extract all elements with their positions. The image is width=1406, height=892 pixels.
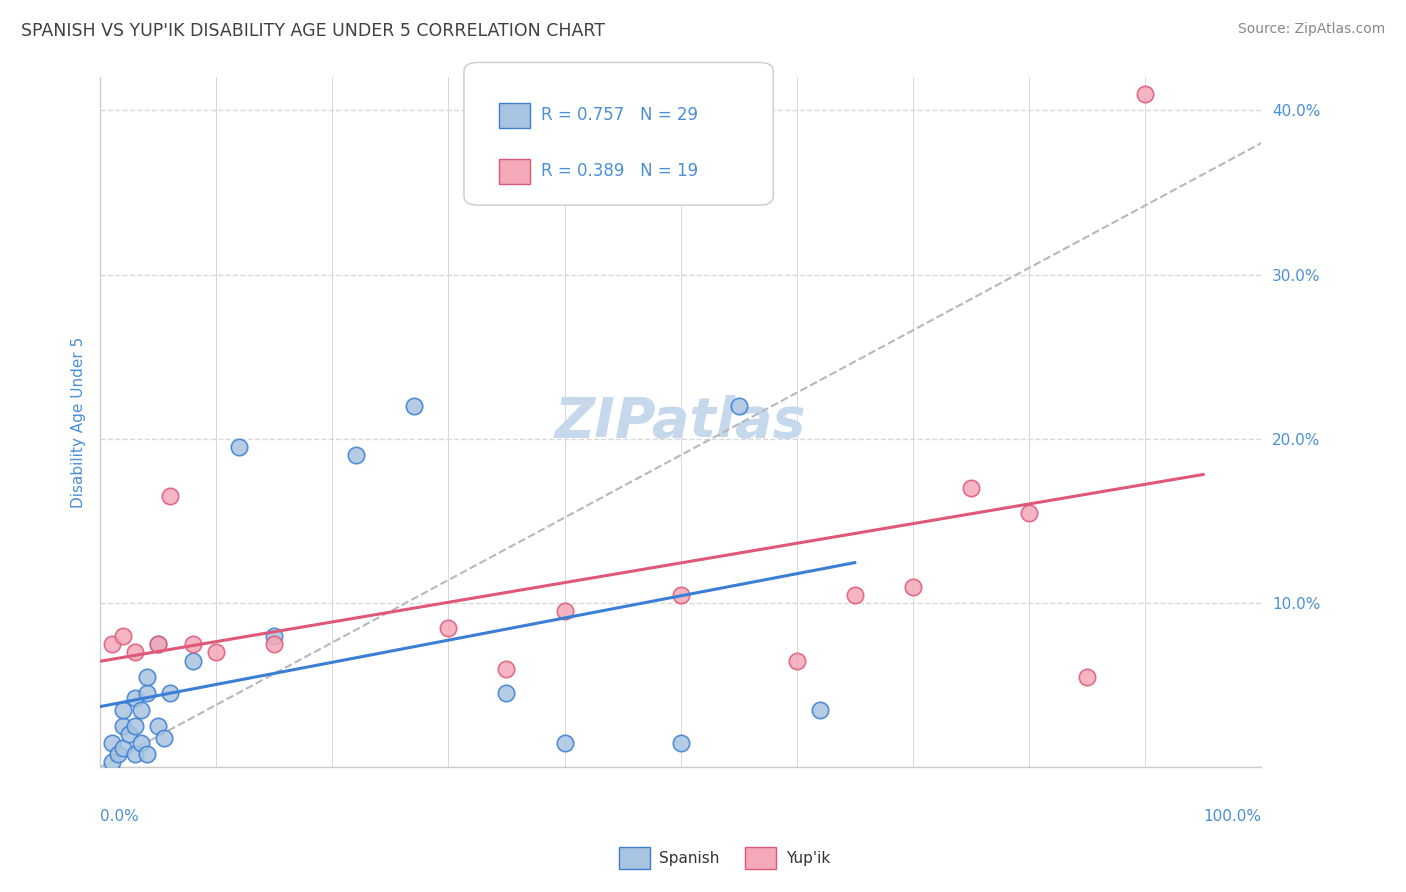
- Point: [786, 653, 808, 667]
- Point: [124, 691, 146, 706]
- Point: [402, 399, 425, 413]
- Point: [129, 703, 152, 717]
- Point: [124, 719, 146, 733]
- Point: [669, 736, 692, 750]
- Point: [124, 645, 146, 659]
- Point: [1133, 87, 1156, 101]
- Point: [263, 629, 285, 643]
- Point: [148, 637, 170, 651]
- Point: [181, 637, 204, 651]
- Point: [148, 719, 170, 733]
- Text: 100.0%: 100.0%: [1204, 809, 1261, 823]
- Point: [112, 740, 135, 755]
- Text: Yup'ik: Yup'ik: [786, 851, 830, 865]
- Point: [205, 645, 228, 659]
- Point: [1076, 670, 1098, 684]
- Y-axis label: Disability Age Under 5: Disability Age Under 5: [72, 336, 86, 508]
- Point: [844, 588, 866, 602]
- Point: [135, 686, 157, 700]
- Point: [159, 686, 181, 700]
- Point: [159, 489, 181, 503]
- Text: Spanish: Spanish: [659, 851, 720, 865]
- Text: R = 0.389   N = 19: R = 0.389 N = 19: [541, 162, 699, 180]
- Point: [118, 727, 141, 741]
- Point: [112, 629, 135, 643]
- Point: [1018, 506, 1040, 520]
- Point: [960, 481, 983, 495]
- Point: [495, 662, 517, 676]
- Point: [135, 670, 157, 684]
- Point: [100, 637, 122, 651]
- Point: [135, 747, 157, 761]
- Point: [112, 703, 135, 717]
- Point: [808, 703, 831, 717]
- Point: [669, 588, 692, 602]
- Point: [100, 756, 122, 770]
- Point: [727, 399, 749, 413]
- Point: [554, 604, 576, 618]
- Point: [129, 736, 152, 750]
- Text: Source: ZipAtlas.com: Source: ZipAtlas.com: [1237, 22, 1385, 37]
- Text: ZIPatlas: ZIPatlas: [555, 395, 807, 450]
- Point: [228, 440, 250, 454]
- Point: [100, 736, 122, 750]
- Point: [263, 637, 285, 651]
- Text: R = 0.757   N = 29: R = 0.757 N = 29: [541, 106, 699, 124]
- Point: [107, 747, 129, 761]
- Point: [153, 731, 176, 745]
- Point: [901, 580, 924, 594]
- Text: SPANISH VS YUP'IK DISABILITY AGE UNDER 5 CORRELATION CHART: SPANISH VS YUP'IK DISABILITY AGE UNDER 5…: [21, 22, 605, 40]
- Point: [495, 686, 517, 700]
- Point: [148, 637, 170, 651]
- Point: [554, 736, 576, 750]
- Point: [181, 653, 204, 667]
- Point: [112, 719, 135, 733]
- Point: [344, 448, 367, 462]
- Text: 0.0%: 0.0%: [100, 809, 139, 823]
- Point: [124, 747, 146, 761]
- Point: [437, 621, 460, 635]
